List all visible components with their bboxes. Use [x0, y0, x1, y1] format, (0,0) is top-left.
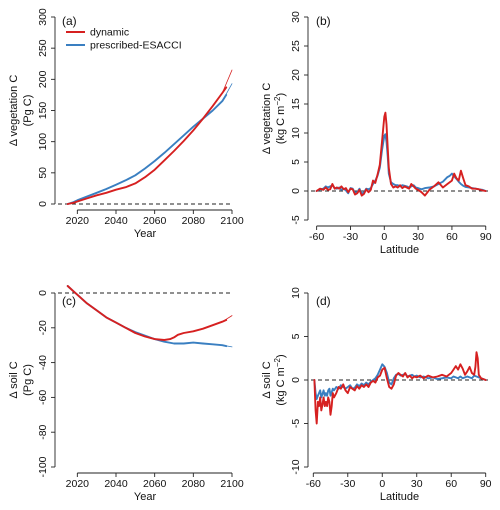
- series-prescribed-esacci-extension: [221, 344, 233, 348]
- y-tick-label: 150: [37, 102, 49, 120]
- series-prescribed-esacci-extension: [221, 83, 233, 102]
- y-tick-label: -80: [37, 424, 49, 439]
- legend-label-dynamic: dynamic: [90, 27, 129, 39]
- x-tick-label: 60: [446, 231, 458, 243]
- series-dynamic: [66, 86, 228, 205]
- y-tick-label: 0: [290, 188, 302, 194]
- series-prescribed-esacci: [313, 363, 487, 401]
- y-tick-label: 50: [37, 167, 49, 179]
- series-prescribed-esacci: [315, 133, 487, 195]
- series-dynamic-extension: [221, 315, 233, 323]
- panel-label: (b): [316, 14, 331, 28]
- x-tick-label: 90: [480, 478, 492, 490]
- y-tick-label: 0: [37, 290, 49, 296]
- y-tick-label: 10: [290, 287, 302, 299]
- y-tick-label: -5: [290, 215, 302, 224]
- x-tick-label: -30: [343, 231, 358, 243]
- x-tick-label: 30: [411, 478, 423, 490]
- x-tick-label: 2020: [66, 215, 90, 227]
- x-tick-label: 60: [445, 478, 457, 490]
- x-tick-label: 2100: [220, 478, 244, 490]
- panel-label: (c): [62, 294, 76, 308]
- panel-d: (d) -10 -5 0 5 10 -60 -30 0 30 60 90 Latitude Δ soil …: [261, 287, 492, 503]
- y-tick-label: 0: [290, 377, 302, 383]
- y-axis-unit: (kg C m−2): [273, 93, 287, 144]
- x-axis-label: Year: [134, 491, 157, 503]
- panel-label: (a): [62, 14, 77, 28]
- series-dynamic: [313, 351, 487, 425]
- x-tick-label: 0: [381, 231, 387, 243]
- y-axis-label: Δ soil C: [8, 361, 20, 398]
- y-tick-label: 15: [290, 98, 302, 110]
- x-tick-label: -60: [306, 478, 321, 490]
- y-tick-label: -5: [290, 419, 302, 428]
- y-tick-label: 25: [290, 40, 302, 52]
- y-tick-label: 5: [290, 333, 302, 339]
- panel-label: (d): [316, 294, 331, 308]
- y-axis-unit: (Pg C): [22, 95, 34, 127]
- x-axis-label: Latitude: [380, 244, 419, 256]
- panel-c: (c) 0 -20 -40 -60 -80 -100 2020 2040 2060 2080 2100…: [8, 285, 244, 503]
- y-axis-label: Δ vegetation C: [8, 75, 20, 147]
- y-tick-label: 20: [290, 69, 302, 81]
- x-tick-label: -60: [309, 231, 324, 243]
- x-tick-label: 2040: [104, 215, 128, 227]
- y-axis-label: Δ vegetation C: [261, 83, 273, 155]
- panel-a: (a) 0 50 100 150 200 250 300 2020 2040 2060 2080 210…: [8, 8, 244, 240]
- y-tick-label: 0: [37, 201, 49, 207]
- y-tick-label: 100: [37, 133, 49, 151]
- x-tick-label: 30: [412, 231, 424, 243]
- y-tick-label: 250: [37, 39, 49, 57]
- series-dynamic: [66, 285, 228, 341]
- series-dynamic-extension: [221, 69, 233, 94]
- y-tick-label: 10: [290, 127, 302, 139]
- y-tick-label: 30: [290, 11, 302, 23]
- y-tick-label: -10: [290, 459, 302, 474]
- x-tick-label: 2040: [104, 478, 128, 490]
- x-tick-label: -30: [340, 478, 355, 490]
- y-axis-unit: (Pg C): [22, 364, 34, 396]
- x-tick-label: 0: [379, 478, 385, 490]
- legend-label-prescribed-esacci: prescribed-ESACCI: [90, 40, 182, 52]
- panel-b: (b) -5 0 5 10 15 20 25 30 -60 -30 0 30 60 90 Latitude Δ …: [261, 11, 492, 256]
- y-axis-label: Δ soil C: [261, 361, 273, 398]
- y-tick-label: 5: [290, 159, 302, 165]
- y-tick-label: -100: [37, 456, 49, 477]
- y-tick-label: -40: [37, 355, 49, 370]
- y-tick-label: -20: [37, 320, 49, 335]
- x-tick-label: 90: [480, 231, 492, 243]
- x-tick-label: 2100: [220, 215, 244, 227]
- x-tick-label: 2020: [66, 478, 90, 490]
- y-axis-unit: (kg C m−2): [273, 354, 287, 405]
- y-tick-label: 300: [37, 8, 49, 26]
- series-dynamic: [315, 111, 487, 197]
- x-tick-label: 2080: [182, 215, 206, 227]
- x-axis-label: Year: [134, 228, 157, 240]
- x-tick-label: 2080: [182, 478, 206, 490]
- x-axis-label: Latitude: [380, 491, 419, 503]
- x-tick-label: 2060: [143, 478, 167, 490]
- x-tick-label: 2060: [143, 215, 167, 227]
- y-tick-label: -60: [37, 390, 49, 405]
- series-prescribed-esacci: [66, 93, 228, 205]
- y-tick-label: 200: [37, 70, 49, 88]
